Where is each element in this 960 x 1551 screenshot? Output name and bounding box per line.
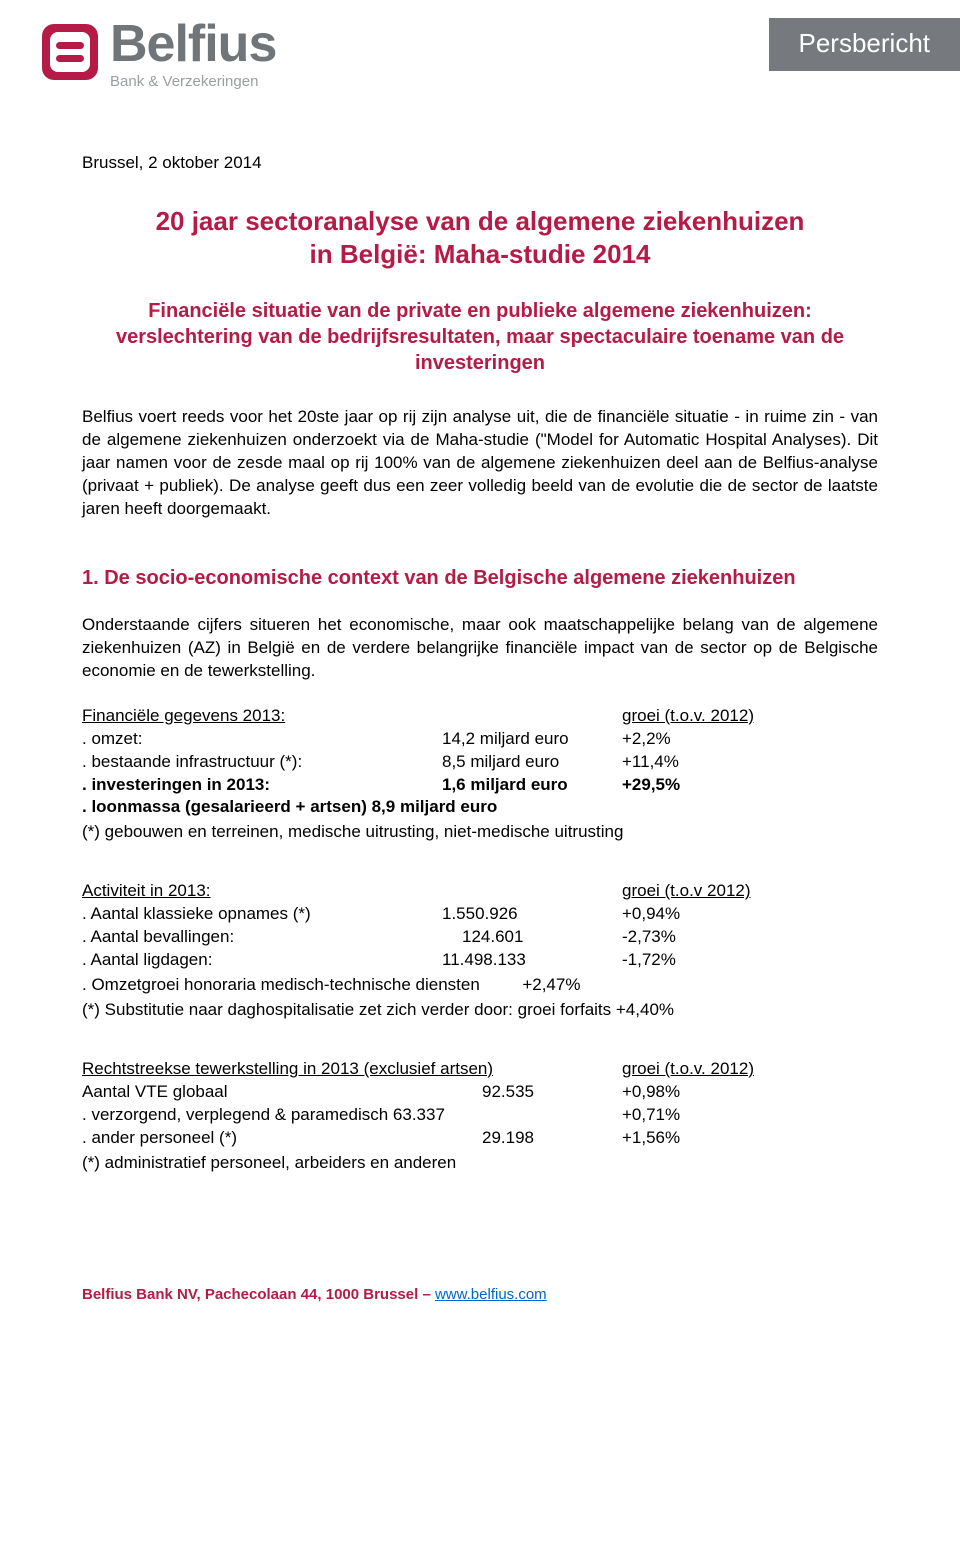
emp-header-spacer [542, 1058, 622, 1081]
logo-text: Belfius Bank & Verzekeringen [110, 18, 276, 92]
title-line-1: 20 jaar sectoranalyse van de algemene zi… [156, 206, 805, 236]
document-title: 20 jaar sectoranalyse van de algemene zi… [82, 205, 878, 270]
act-footnote: (*) Substitutie naar daghospitalisatie z… [82, 999, 878, 1022]
document-header: Belfius Bank & Verzekeringen Persbericht [0, 0, 960, 92]
emp-row-2: . ander personeel (*) 29.198 +1,56% [82, 1127, 878, 1150]
logo-wordmark: Belfius [110, 18, 276, 70]
fin-row-2: . investeringen in 2013: 1,6 miljard eur… [82, 774, 878, 797]
emp-header-label: Rechtstreekse tewerkstelling in 2013 (ex… [82, 1058, 542, 1081]
persbericht-tab: Persbericht [769, 18, 960, 71]
emp-header-growth: groei (t.o.v. 2012) [622, 1058, 878, 1081]
emp-row-value: 92.535 [482, 1081, 622, 1104]
fin-row-3: . loonmassa (gesalarieerd + artsen) 8,9 … [82, 796, 878, 819]
footer-link[interactable]: www.belfius.com [435, 1286, 547, 1303]
activity-header-row: Activiteit in 2013: groei (t.o.v 2012) [82, 880, 878, 903]
financial-data-block: Financiële gegevens 2013: groei (t.o.v. … [82, 705, 878, 845]
fin-row-label: . omzet: [82, 728, 442, 751]
act-extra-line: . Omzetgroei honoraria medisch-technisch… [82, 974, 878, 997]
act-row-growth: -1,72% [622, 949, 878, 972]
belfius-logo-icon [42, 24, 98, 80]
logo-block: Belfius Bank & Verzekeringen [0, 18, 276, 92]
act-row-growth: -2,73% [622, 926, 878, 949]
act-row-growth: +0,94% [622, 903, 878, 926]
fin-row-value: 14,2 miljard euro [442, 728, 622, 751]
title-line-2: in België: Maha-studie 2014 [310, 239, 651, 269]
document-subtitle: Financiële situatie van de private en pu… [82, 298, 878, 376]
emp-row-growth: +0,71% [622, 1104, 878, 1127]
emp-row-label: . ander personeel (*) [82, 1127, 482, 1150]
fin-row-0: . omzet: 14,2 miljard euro +2,2% [82, 728, 878, 751]
footer-company: Belfius Bank NV, Pachecolaan 44, 1000 Br… [82, 1286, 435, 1303]
act-header-spacer [442, 880, 622, 903]
fin-row-label: . investeringen in 2013: [82, 774, 442, 797]
fin-row-1: . bestaande infrastructuur (*): 8,5 milj… [82, 751, 878, 774]
emp-row-label: . verzorgend, verplegend & paramedisch 6… [82, 1104, 482, 1127]
employment-data-block: Rechtstreekse tewerkstelling in 2013 (ex… [82, 1058, 878, 1175]
section-1-heading: 1. De socio-economische context van de B… [82, 565, 878, 592]
act-row-label: . Aantal bevallingen: [82, 926, 442, 949]
act-row-value: 124.601 [442, 926, 622, 949]
financial-header-row: Financiële gegevens 2013: groei (t.o.v. … [82, 705, 878, 728]
act-header-growth: groei (t.o.v 2012) [622, 880, 878, 903]
emp-row-growth: +1,56% [622, 1127, 878, 1150]
logo-tagline: Bank & Verzekeringen [110, 72, 276, 92]
act-row-label: . Aantal ligdagen: [82, 949, 442, 972]
emp-footnote: (*) administratief personeel, arbeiders … [82, 1152, 878, 1175]
fin-header-spacer [442, 705, 622, 728]
fin-header-growth: groei (t.o.v. 2012) [622, 705, 878, 728]
emp-row-0: Aantal VTE globaal 92.535 +0,98% [82, 1081, 878, 1104]
fin-row-label: . bestaande infrastructuur (*): [82, 751, 442, 774]
act-row-value: 1.550.926 [442, 903, 622, 926]
act-header-label: Activiteit in 2013: [82, 880, 442, 903]
emp-row-label: Aantal VTE globaal [82, 1081, 482, 1104]
act-row-0: . Aantal klassieke opnames (*) 1.550.926… [82, 903, 878, 926]
act-row-1: . Aantal bevallingen: 124.601 -2,73% [82, 926, 878, 949]
fin-header-label: Financiële gegevens 2013: [82, 705, 442, 728]
fin-row-growth: +2,2% [622, 728, 878, 751]
fin-row-growth: +29,5% [622, 774, 878, 797]
activity-data-block: Activiteit in 2013: groei (t.o.v 2012) .… [82, 880, 878, 1022]
dateline: Brussel, 2 oktober 2014 [82, 152, 878, 175]
act-row-label: . Aantal klassieke opnames (*) [82, 903, 442, 926]
fin-footnote: (*) gebouwen en terreinen, medische uitr… [82, 821, 878, 844]
fin-row-growth: +11,4% [622, 751, 878, 774]
document-footer: Belfius Bank NV, Pachecolaan 44, 1000 Br… [0, 1211, 960, 1325]
emp-header-row: Rechtstreekse tewerkstelling in 2013 (ex… [82, 1058, 878, 1081]
section-1-intro: Onderstaande cijfers situeren het econom… [82, 614, 878, 683]
fin-row-value: 8,5 miljard euro [442, 751, 622, 774]
emp-row-value [482, 1104, 622, 1127]
document-body: Brussel, 2 oktober 2014 20 jaar sectoran… [0, 92, 960, 1174]
emp-row-growth: +0,98% [622, 1081, 878, 1104]
emp-row-1: . verzorgend, verplegend & paramedisch 6… [82, 1104, 878, 1127]
fin-row-value: 1,6 miljard euro [442, 774, 622, 797]
intro-paragraph: Belfius voert reeds voor het 20ste jaar … [82, 406, 878, 521]
act-row-2: . Aantal ligdagen: 11.498.133 -1,72% [82, 949, 878, 972]
act-row-value: 11.498.133 [442, 949, 622, 972]
emp-row-value: 29.198 [482, 1127, 622, 1150]
